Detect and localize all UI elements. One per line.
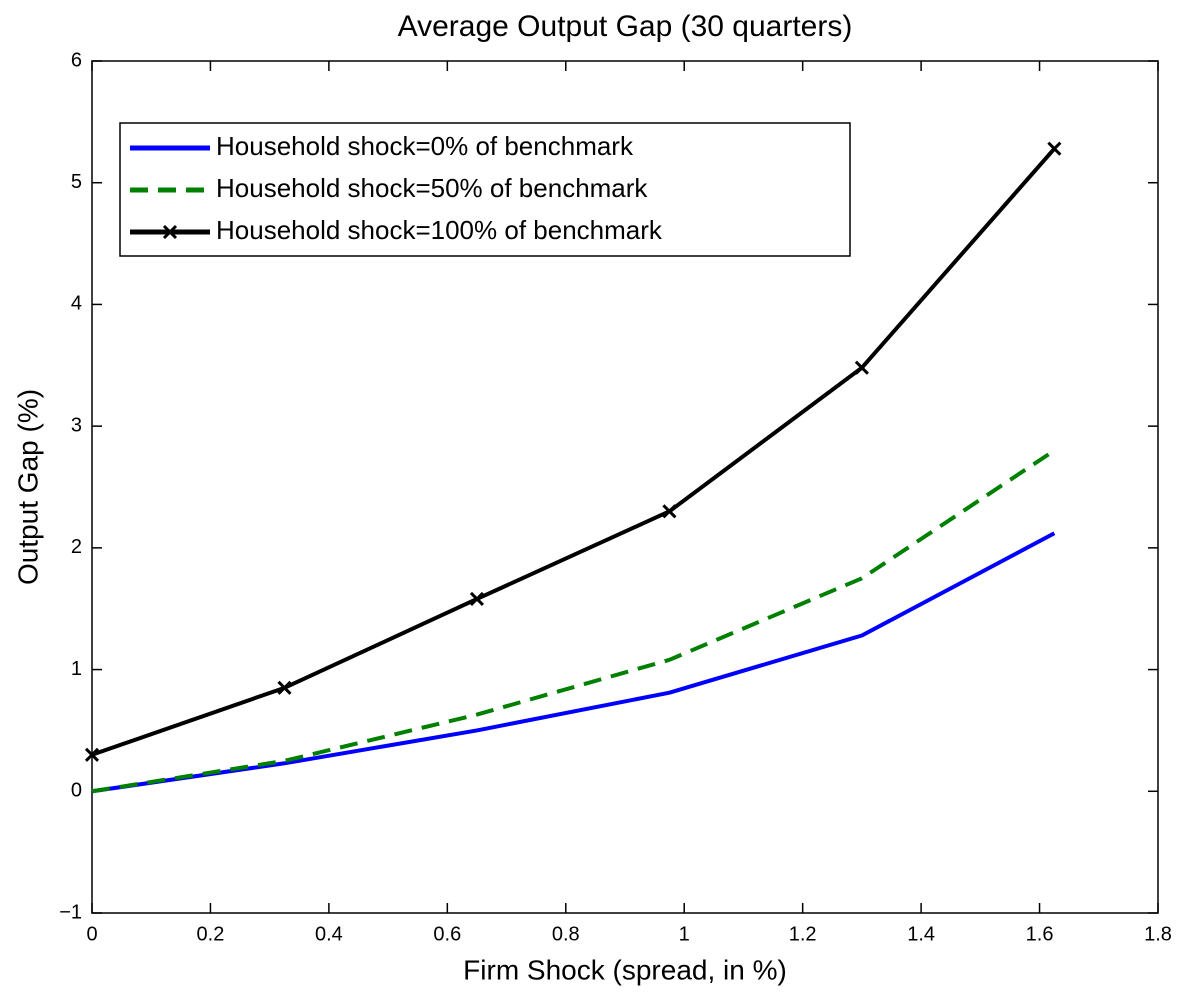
x-tick-label: 1.6 <box>1026 923 1054 945</box>
y-tick-label: 2 <box>71 536 82 558</box>
y-tick-label: 6 <box>71 49 82 71</box>
x-tick-label: 1.4 <box>907 923 935 945</box>
x-tick-label: 0.8 <box>552 923 580 945</box>
legend-box <box>119 122 851 257</box>
x-tick-label: 0.2 <box>197 923 225 945</box>
y-tick-label: 5 <box>71 171 82 193</box>
marker <box>1047 141 1062 156</box>
x-tick-label: 1.2 <box>789 923 817 945</box>
legend-marker <box>162 224 178 240</box>
marker <box>469 591 485 607</box>
x-axis-label: Firm Shock (spread, in %) <box>463 954 787 985</box>
chart-title: Average Output Gap (30 quarters) <box>398 10 853 43</box>
marker <box>277 680 292 695</box>
marker <box>854 360 869 375</box>
x-tick-label: 1 <box>679 923 690 945</box>
x-tick-label: 1.8 <box>1144 923 1172 945</box>
series-line <box>91 448 1056 794</box>
series-line <box>91 147 1056 757</box>
series-line <box>91 531 1056 794</box>
marker <box>84 747 100 762</box>
legend-label: Household shock=50% of benchmark <box>216 173 648 203</box>
y-tick-label: 0 <box>71 780 82 802</box>
x-tick-label: 0.4 <box>315 923 343 945</box>
y-tick-label: 1 <box>71 658 82 680</box>
marker <box>662 504 677 519</box>
x-tick-label: 0.6 <box>433 923 461 945</box>
legend-label: Household shock=100% of benchmark <box>216 215 663 245</box>
plot-frame <box>91 60 1159 914</box>
x-tick-label: 0 <box>86 923 97 945</box>
legend-label: Household shock=0% of benchmark <box>216 131 634 161</box>
y-axis-label: Output Gap (%) <box>12 389 43 585</box>
y-tick-label: −1 <box>59 901 82 923</box>
y-tick-label: 4 <box>71 293 82 315</box>
y-tick-label: 3 <box>71 414 82 436</box>
